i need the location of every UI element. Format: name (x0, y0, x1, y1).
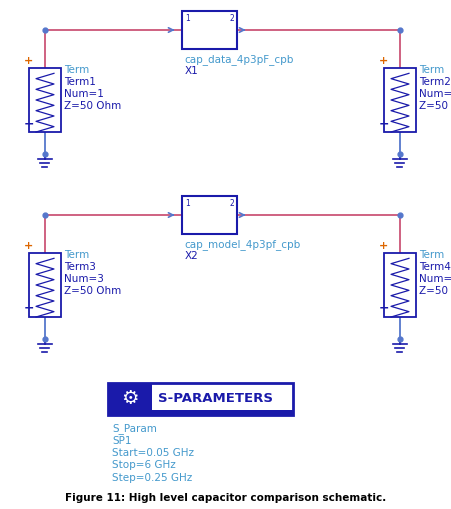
Bar (29, 253, 61, 317)
Bar (182, 196, 237, 234)
Text: +: + (24, 56, 33, 66)
Bar (108, 410, 292, 415)
Text: +: + (24, 241, 33, 251)
Text: −: − (378, 117, 389, 130)
Text: Start=0.05 GHz: Start=0.05 GHz (112, 448, 193, 458)
Text: Num=2: Num=2 (418, 89, 451, 99)
Bar (383, 68, 415, 132)
Text: 2: 2 (229, 14, 234, 23)
Text: Stop=6 GHz: Stop=6 GHz (112, 461, 175, 470)
Text: Term: Term (64, 250, 89, 260)
Text: Term2: Term2 (418, 77, 450, 87)
Text: Z=50 Ohm: Z=50 Ohm (64, 286, 121, 296)
Bar (182, 11, 237, 49)
Text: Term: Term (418, 250, 443, 260)
Text: Term: Term (64, 65, 89, 75)
Text: S-PARAMETERS: S-PARAMETERS (158, 392, 272, 406)
Text: Z=50 Ohm: Z=50 Ohm (418, 286, 451, 296)
Text: Num=3: Num=3 (64, 274, 104, 284)
Text: Term4: Term4 (418, 262, 450, 272)
Text: +: + (378, 56, 387, 66)
Text: −: − (24, 302, 34, 315)
Text: Z=50 Ohm: Z=50 Ohm (64, 101, 121, 111)
Text: Num=4: Num=4 (418, 274, 451, 284)
Text: SP1: SP1 (112, 436, 131, 445)
Text: Term1: Term1 (64, 77, 96, 87)
Text: −: − (378, 302, 389, 315)
Bar (29, 68, 61, 132)
Text: 2: 2 (229, 199, 234, 208)
Text: Z=50 Ohm: Z=50 Ohm (418, 101, 451, 111)
Text: cap_data_4p3pF_cpb: cap_data_4p3pF_cpb (184, 54, 293, 65)
Bar (108, 383, 152, 415)
Text: Num=1: Num=1 (64, 89, 104, 99)
Text: S_Param: S_Param (112, 423, 156, 434)
Text: Term: Term (418, 65, 443, 75)
Text: Figure 11: High level capacitor comparison schematic.: Figure 11: High level capacitor comparis… (65, 493, 386, 503)
Text: 1: 1 (185, 14, 190, 23)
Bar (108, 383, 292, 415)
Text: X2: X2 (184, 251, 198, 261)
Text: +: + (378, 241, 387, 251)
Text: ⚙: ⚙ (121, 389, 138, 409)
Text: Step=0.25 GHz: Step=0.25 GHz (112, 473, 192, 483)
Text: cap_model_4p3pf_cpb: cap_model_4p3pf_cpb (184, 239, 300, 250)
Text: 1: 1 (185, 199, 190, 208)
Text: Term3: Term3 (64, 262, 96, 272)
Text: −: − (24, 117, 34, 130)
Text: X1: X1 (184, 66, 198, 76)
Bar (383, 253, 415, 317)
